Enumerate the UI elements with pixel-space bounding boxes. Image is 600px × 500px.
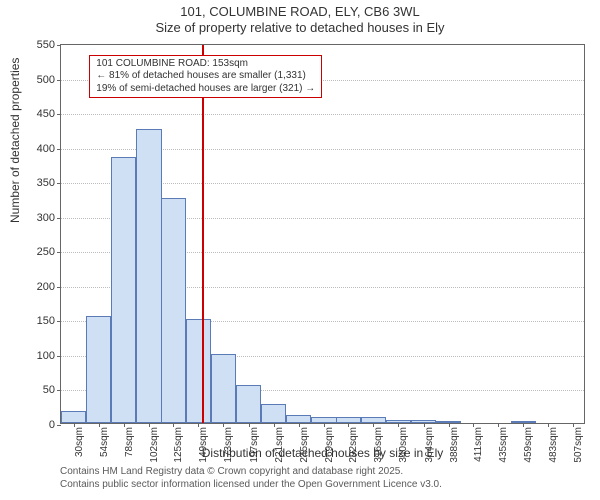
attribution-line1: Contains HM Land Registry data © Crown c… (60, 466, 442, 479)
histogram-bar (61, 411, 86, 423)
y-tick-mark (57, 183, 61, 184)
y-tick-mark (57, 45, 61, 46)
histogram-bar (411, 420, 436, 423)
page-title-line2: Size of property relative to detached ho… (0, 20, 600, 36)
histogram-bar (161, 198, 186, 423)
histogram-bar (511, 421, 536, 423)
histogram-bar (111, 157, 136, 423)
y-tick-label: 300 (37, 212, 55, 224)
y-axis-label: Number of detached properties (8, 58, 22, 223)
title-block: 101, COLUMBINE ROAD, ELY, CB6 3WL Size o… (0, 0, 600, 37)
y-tick-mark (57, 252, 61, 253)
histogram-bar (286, 415, 311, 423)
y-tick-mark (57, 218, 61, 219)
y-tick-label: 50 (43, 384, 55, 396)
y-tick-label: 400 (37, 143, 55, 155)
y-tick-mark (57, 356, 61, 357)
page-title-line1: 101, COLUMBINE ROAD, ELY, CB6 3WL (0, 4, 600, 20)
histogram-bar (86, 316, 111, 423)
histogram-bar (436, 421, 461, 423)
y-tick-mark (57, 390, 61, 391)
annotation-line: ← 81% of detached houses are smaller (1,… (96, 70, 315, 83)
histogram-bar (386, 420, 411, 423)
y-tick-label: 550 (37, 39, 55, 51)
histogram-bar (211, 354, 236, 423)
y-tick-mark (57, 80, 61, 81)
histogram-bar (136, 129, 161, 423)
y-tick-label: 250 (37, 246, 55, 258)
chart-area: 05010015020025030035040045050055030sqm54… (60, 44, 585, 424)
x-axis-label: Distribution of detached houses by size … (60, 446, 585, 460)
histogram-bar (311, 417, 336, 423)
y-tick-label: 500 (37, 74, 55, 86)
histogram-bar (336, 417, 361, 423)
y-tick-mark (57, 287, 61, 288)
histogram-bar (361, 417, 386, 423)
y-tick-label: 200 (37, 281, 55, 293)
y-tick-label: 350 (37, 177, 55, 189)
y-tick-label: 100 (37, 350, 55, 362)
y-tick-label: 150 (37, 315, 55, 327)
annotation-box: 101 COLUMBINE ROAD: 153sqm← 81% of detac… (89, 55, 322, 99)
y-tick-mark (57, 114, 61, 115)
attribution: Contains HM Land Registry data © Crown c… (60, 466, 442, 491)
histogram-bar (236, 385, 261, 423)
marker-line (202, 45, 204, 423)
histogram-bar (186, 319, 211, 423)
histogram-plot: 05010015020025030035040045050055030sqm54… (60, 44, 585, 424)
annotation-line: 19% of semi-detached houses are larger (… (96, 83, 315, 96)
histogram-bar (261, 404, 286, 423)
y-tick-mark (57, 321, 61, 322)
y-tick-label: 0 (49, 419, 55, 431)
y-gridline (61, 114, 584, 115)
attribution-line2: Contains public sector information licen… (60, 479, 442, 492)
y-tick-mark (57, 149, 61, 150)
y-tick-label: 450 (37, 108, 55, 120)
y-tick-mark (57, 425, 61, 426)
annotation-line: 101 COLUMBINE ROAD: 153sqm (96, 58, 315, 71)
